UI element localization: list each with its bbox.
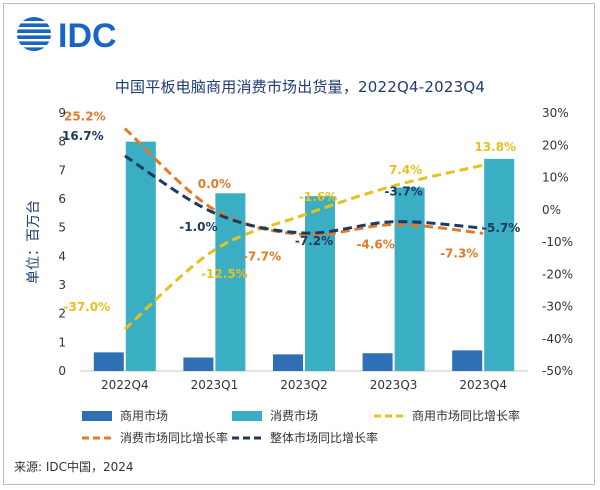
data-label: -1.0% [179,220,217,234]
logo-text: IDC [58,17,117,55]
data-label: 0.0% [198,177,231,191]
x-tick-label: 2022Q4 [101,378,149,392]
chart-frame [3,3,595,485]
line-series-1 [123,127,484,237]
bar-consumer [125,141,156,371]
legend-label: 整体市场同比增长率 [270,430,378,445]
y-axis-title: 单位：百万台 [26,200,42,284]
legend-swatch [82,411,112,421]
y-tick-label: 0 [58,364,66,378]
y2-tick-label: 10% [542,171,569,185]
data-label: -4.6% [356,238,394,252]
bar-commercial [362,353,393,371]
bar-commercial [273,354,303,371]
legend-swatch [232,411,262,421]
bar-consumer [305,196,335,371]
legend-label: 消费市场同比增长率 [120,430,228,445]
y-tick-label: 5 [58,221,66,235]
y2-tick-label: -30% [542,300,573,314]
y-tick-label: 1 [58,335,66,349]
data-label: -3.7% [384,185,422,199]
data-label: 7.4% [389,163,422,177]
y2-tick-label: -20% [542,267,573,281]
bar-commercial [452,350,483,371]
legend-label: 商用市场同比增长率 [412,408,520,423]
x-tick-label: 2023Q2 [280,378,328,392]
bar-commercial [183,357,214,371]
bar-consumer [394,187,425,371]
idc-logo: IDC [17,17,117,55]
legend-label: 消费市场 [270,408,318,423]
data-label: -37.0% [63,300,110,314]
y2-tick-label: 0% [542,203,561,217]
y2-tick-label: 20% [542,138,569,152]
legend-label: 商用市场 [120,408,168,423]
chart-title: 中国平板电脑商用消费市场出货量，2022Q4-2023Q4 [114,78,486,96]
y2-tick-label: -50% [542,364,573,378]
line-series-2 [123,154,484,235]
data-label: -7.3% [440,246,478,260]
y-tick-label: 6 [58,192,66,206]
source-note: 来源: IDC中国，2024 [14,460,134,474]
data-label: -5.7% [482,221,520,235]
y-tick-label: 9 [58,106,66,120]
globe-icon [17,17,51,51]
x-tick-label: 2023Q4 [459,378,507,392]
bar-commercial [93,352,124,371]
data-label: -1.6% [299,190,337,204]
y2-tick-label: 30% [542,106,569,120]
data-label: -7.7% [243,250,281,264]
bar-consumer [215,193,246,371]
data-label: 13.8% [474,140,516,154]
x-tick-label: 2023Q1 [191,378,239,392]
y-tick-label: 4 [58,249,66,263]
bar-consumer [484,158,515,371]
data-label: 16.7% [62,129,104,143]
line-series-0 [123,163,484,331]
data-label: -12.5% [201,267,248,281]
y-tick-label: 8 [58,135,66,149]
y2-tick-label: -10% [542,235,573,249]
y-tick-label: 7 [58,163,66,177]
x-tick-label: 2023Q3 [370,378,418,392]
y-tick-label: 2 [58,307,66,321]
data-label: 25.2% [64,109,106,123]
data-label: -7.2% [295,234,333,248]
y-tick-label: 3 [58,278,66,292]
y2-tick-label: -40% [542,332,573,346]
